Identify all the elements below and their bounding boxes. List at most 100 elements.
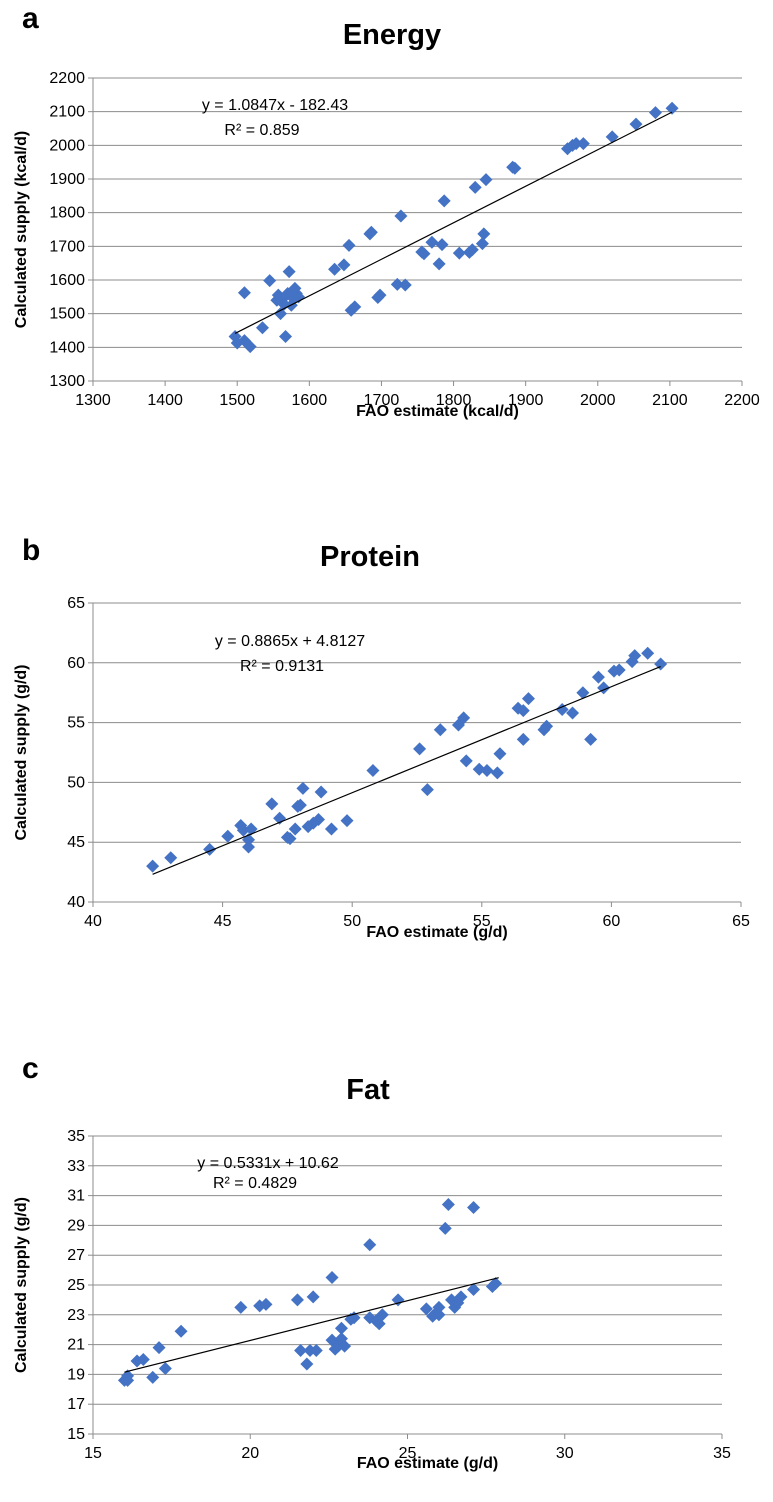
chart-panel-b: b Protein 40 45 50 55 60 65 40 45 50 55 60 65 FAO esti… <box>13 534 750 941</box>
data-point <box>255 321 269 335</box>
data-point <box>489 1277 503 1291</box>
data-point <box>467 1201 481 1215</box>
data-point <box>146 859 160 873</box>
chart-title: Fat <box>346 1074 390 1106</box>
data-point <box>454 1290 468 1304</box>
y-tick-label: 2200 <box>49 70 85 87</box>
data-point <box>413 742 427 756</box>
data-point <box>243 340 257 354</box>
data-point <box>516 732 530 746</box>
data-point <box>648 106 662 120</box>
data-point <box>293 798 307 812</box>
data-point <box>174 1324 188 1338</box>
y-axis-label: Calculated supply (kcal/d) <box>13 131 30 328</box>
data-point <box>348 300 362 314</box>
data-point <box>338 1339 352 1353</box>
data-point <box>328 262 342 276</box>
trendline <box>152 665 661 875</box>
y-tick-label: 60 <box>67 655 85 672</box>
x-tick-label: 65 <box>732 913 750 930</box>
r-squared-label: R² = 0.9131 <box>240 658 324 675</box>
data-point <box>136 1353 150 1366</box>
data-point <box>437 194 451 208</box>
data-point <box>221 829 235 843</box>
trendline-equation: y = 1.0847x - 182.43 <box>202 97 348 114</box>
data-point <box>452 246 466 260</box>
data-point <box>273 307 287 321</box>
data-point <box>306 1290 320 1304</box>
data-point <box>337 258 351 272</box>
y-tick-label: 40 <box>67 894 85 911</box>
data-point <box>342 238 356 252</box>
chart-title: Protein <box>320 541 420 573</box>
y-axis-label: Calculated supply (g/d) <box>13 1197 30 1373</box>
y-tick-label: 2000 <box>49 137 85 154</box>
data-point <box>641 646 655 660</box>
x-tick-label: 25 <box>399 1445 417 1462</box>
y-tick-label: 1600 <box>49 272 85 289</box>
data-point <box>432 1300 446 1314</box>
data-point <box>569 137 583 151</box>
x-tick-label: 55 <box>473 913 491 930</box>
data-point <box>334 1321 348 1335</box>
data-point <box>441 1198 455 1212</box>
y-tick-label: 55 <box>67 715 85 732</box>
data-point <box>290 1293 304 1307</box>
y-tick-label: 27 <box>67 1247 85 1264</box>
data-point <box>390 277 404 291</box>
data-point <box>296 781 310 795</box>
data-point <box>457 711 471 725</box>
data-point <box>146 1370 160 1384</box>
data-point <box>584 732 598 746</box>
x-tick-label: 50 <box>343 913 361 930</box>
data-point <box>325 1271 339 1285</box>
data-point <box>152 1341 166 1355</box>
chart-title: Energy <box>343 19 441 51</box>
y-tick-label: 1900 <box>49 171 85 188</box>
y-tick-label: 50 <box>67 774 85 791</box>
data-point <box>665 101 679 115</box>
x-tick-label: 45 <box>214 913 232 930</box>
data-point <box>373 288 387 302</box>
chart-panel-a: a Energy 1300 1400 1500 1600 1700 1800 1900 2000 2… <box>13 2 760 420</box>
data-point <box>467 1282 481 1296</box>
data-point <box>282 265 296 279</box>
data-point <box>420 783 434 797</box>
x-tick-label: 1400 <box>147 392 183 409</box>
y-axis-label: Calculated supply (g/d) <box>13 664 30 840</box>
x-tick-label: 1900 <box>508 392 544 409</box>
y-tick-label: 33 <box>67 1158 85 1175</box>
data-point <box>265 797 279 811</box>
data-point <box>629 117 643 131</box>
data-point <box>438 1221 452 1235</box>
data-point <box>236 823 250 837</box>
x-tick-label: 1500 <box>219 392 255 409</box>
data-point <box>324 822 338 836</box>
data-point <box>294 1344 308 1358</box>
y-tick-label: 65 <box>67 595 85 612</box>
data-point <box>279 330 293 344</box>
data-point <box>364 225 378 239</box>
panel-letter: c <box>22 1052 39 1085</box>
data-point <box>432 1308 446 1322</box>
data-point <box>508 161 522 175</box>
data-point <box>158 1361 172 1375</box>
data-point <box>465 243 479 257</box>
y-tick-label: 15 <box>67 1426 85 1443</box>
y-tick-label: 25 <box>67 1277 85 1294</box>
r-squared-label: R² = 0.859 <box>224 122 299 139</box>
data-point <box>479 173 493 187</box>
data-point <box>340 814 354 828</box>
data-point <box>164 851 178 865</box>
x-tick-label: 60 <box>603 913 621 930</box>
y-tick-label: 23 <box>67 1307 85 1324</box>
data-point <box>435 238 449 252</box>
y-tick-label: 1800 <box>49 205 85 222</box>
x-tick-label: 30 <box>556 1445 574 1462</box>
data-point <box>576 686 590 700</box>
x-axis-label: FAO estimate (g/d) <box>366 924 507 941</box>
y-tick-label: 19 <box>67 1366 85 1383</box>
x-tick-label: 20 <box>241 1445 259 1462</box>
x-tick-label: 40 <box>84 913 102 930</box>
data-point <box>591 670 605 684</box>
